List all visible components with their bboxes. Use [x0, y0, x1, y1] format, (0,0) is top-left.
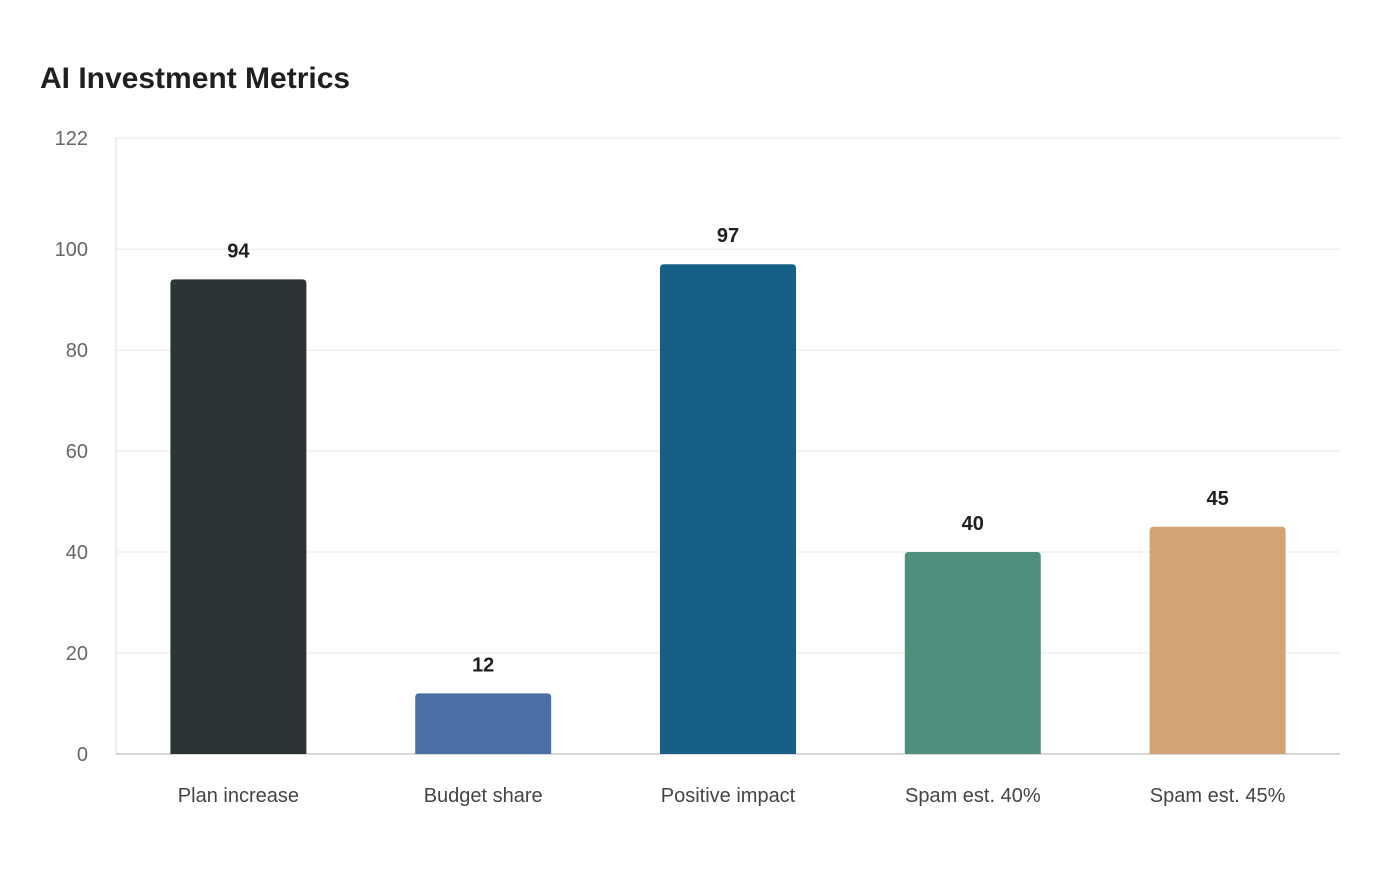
bar[interactable] [1149, 526, 1286, 754]
y-tick-label: 20 [66, 643, 88, 665]
bar-value-label: 97 [717, 225, 739, 247]
y-tick-label: 60 [66, 441, 88, 463]
y-tick-label: 0 [77, 744, 88, 766]
x-category-label: Plan increase [178, 785, 299, 807]
bar-value-label: 94 [227, 240, 250, 262]
bar[interactable] [660, 264, 796, 754]
y-tick-label: 100 [55, 239, 88, 261]
y-tick-label: 40 [66, 542, 88, 564]
bars [170, 264, 1286, 754]
x-category-label: Budget share [424, 785, 543, 807]
y-tick-label: 122 [55, 128, 88, 150]
bar[interactable] [415, 693, 552, 754]
bar[interactable] [170, 279, 307, 754]
x-category-label: Spam est. 40% [905, 785, 1041, 807]
bar-value-label: 12 [472, 654, 494, 676]
bar-value-label: 40 [962, 513, 984, 535]
x-category-label: Spam est. 45% [1150, 785, 1286, 807]
bar-value-label: 45 [1206, 488, 1228, 510]
bar[interactable] [904, 552, 1041, 754]
x-category-label: Positive impact [661, 785, 796, 807]
chart-title: AI Investment Metrics [40, 62, 351, 95]
labels: 0 20 40 60 80 100 122 94 Plan increase 12 Budget s… [55, 128, 1286, 807]
y-tick-label: 80 [66, 340, 88, 362]
